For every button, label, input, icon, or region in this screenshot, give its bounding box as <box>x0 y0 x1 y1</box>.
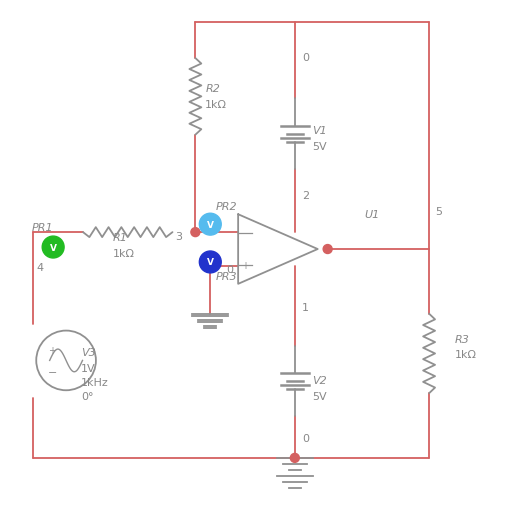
Text: 1V: 1V <box>81 363 95 374</box>
Text: 1kΩ: 1kΩ <box>113 248 135 259</box>
Text: R1: R1 <box>113 233 128 243</box>
Circle shape <box>199 251 221 273</box>
Text: U1: U1 <box>365 210 379 220</box>
Text: 4: 4 <box>36 263 43 272</box>
Text: 3: 3 <box>175 232 182 242</box>
Text: 0°: 0° <box>81 391 93 402</box>
Text: 1kΩ: 1kΩ <box>455 350 477 360</box>
Text: V2: V2 <box>312 376 327 385</box>
Text: V: V <box>207 258 214 267</box>
Text: 0: 0 <box>302 433 309 443</box>
Text: 0: 0 <box>226 264 233 274</box>
Text: −: − <box>47 367 57 378</box>
Text: 0: 0 <box>302 53 309 63</box>
Circle shape <box>290 454 299 463</box>
Text: 2: 2 <box>302 191 309 201</box>
Circle shape <box>199 214 221 236</box>
Text: R2: R2 <box>206 84 220 94</box>
Circle shape <box>191 228 200 237</box>
Text: R3: R3 <box>455 334 470 344</box>
Text: 5V: 5V <box>312 391 326 402</box>
Text: 5V: 5V <box>312 142 326 151</box>
Text: V: V <box>50 243 56 252</box>
Circle shape <box>42 237 64 259</box>
Text: V3: V3 <box>81 348 96 358</box>
Text: −: − <box>241 229 249 239</box>
Text: +: + <box>241 260 249 270</box>
Text: 1kHz: 1kHz <box>81 378 109 387</box>
Circle shape <box>323 245 332 254</box>
Text: PR2: PR2 <box>215 202 237 212</box>
Text: 1kΩ: 1kΩ <box>206 100 227 109</box>
Text: V1: V1 <box>312 125 327 135</box>
Text: +: + <box>48 346 56 356</box>
Text: V: V <box>207 220 214 229</box>
Text: 1: 1 <box>302 302 309 312</box>
Text: 5: 5 <box>435 207 442 217</box>
Text: PR3: PR3 <box>215 271 237 281</box>
Text: PR1: PR1 <box>31 223 53 233</box>
